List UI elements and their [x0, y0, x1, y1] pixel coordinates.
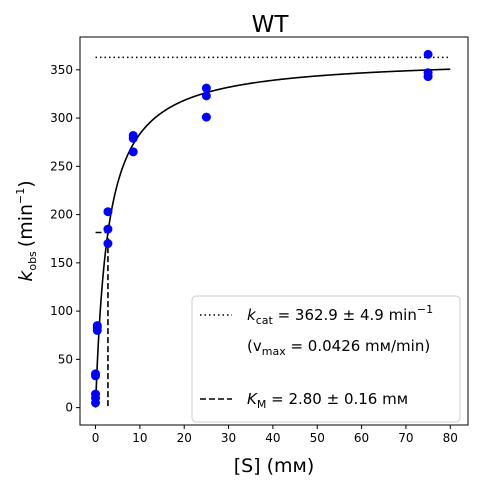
y-axis-label-unit: (min [15, 204, 37, 247]
y-tick-label: 250 [50, 159, 73, 173]
data-point [128, 147, 138, 157]
y-tick-label: 0 [65, 401, 73, 415]
data-point [423, 68, 433, 78]
x-tick-label: 80 [443, 431, 458, 445]
data-point [201, 112, 211, 122]
legend-km-text: = 2.80 ± 0.16 mм [266, 390, 408, 408]
legend-vmax-label: (vmax = 0.0426 mм/min) [247, 337, 430, 358]
legend: kcat = 362.9 ± 4.9 min−1 (vmax = 0.0426 … [191, 295, 461, 423]
data-point [103, 239, 113, 249]
data-point [201, 91, 211, 101]
legend-vmax-open: (v [247, 337, 262, 355]
fit-curve [94, 68, 451, 408]
data-point [92, 321, 102, 331]
x-axis-label: [S] (mм) [234, 455, 315, 477]
x-tick-label: 0 [92, 431, 100, 445]
fit-curve-group [94, 68, 451, 408]
data-point [91, 369, 101, 379]
x-tick-label: 50 [310, 431, 325, 445]
plot-area [79, 36, 469, 426]
legend-km-label: KM = 2.80 ± 0.16 mм [247, 390, 408, 411]
legend-box [191, 295, 461, 423]
x-tick-label: 20 [177, 431, 192, 445]
data-points [91, 49, 433, 408]
data-point [201, 83, 211, 93]
legend-kcat-symbol: k [247, 306, 257, 324]
legend-kcat-subscript: cat [256, 314, 274, 327]
legend-kcat-exponent: −1 [417, 303, 433, 316]
y-tick-label: 100 [50, 304, 73, 318]
axes: 0 10 20 30 40 50 60 70 80 0 50 100 150 200 250 300 350 [50, 63, 458, 445]
y-tick-label: 300 [50, 111, 73, 125]
plot-frame [79, 36, 469, 426]
y-axis-label: kobs (min−1) [14, 180, 39, 281]
legend-vmax-text: = 0.0426 mм/min) [286, 337, 430, 355]
data-point [128, 130, 138, 140]
x-tick-label: 60 [354, 431, 369, 445]
y-axis-label-subscript: obs [26, 251, 39, 271]
y-tick-label: 200 [50, 208, 73, 222]
x-tick-label: 10 [132, 431, 147, 445]
y-tick-label: 50 [58, 352, 73, 366]
y-tick-label: 150 [50, 256, 73, 270]
x-tick-label: 40 [265, 431, 280, 445]
legend-km-subscript: M [257, 398, 267, 411]
x-tick-label: 30 [221, 431, 236, 445]
y-axis-label-exponent: −1 [14, 188, 27, 204]
legend-kcat-text: = 362.9 ± 4.9 min [273, 306, 417, 324]
data-point [423, 49, 433, 59]
data-point [91, 389, 101, 399]
data-point [103, 207, 113, 217]
km-guide-line [95, 231, 109, 408]
y-axis-label-symbol: k [15, 270, 37, 282]
legend-km-symbol: K [247, 390, 258, 408]
x-tick-label: 70 [398, 431, 413, 445]
chart-title: WT [252, 12, 290, 38]
y-tick-label: 350 [50, 63, 73, 77]
data-point [103, 224, 113, 234]
y-axis-label-close: ) [15, 180, 37, 187]
legend-kcat-label: kcat = 362.9 ± 4.9 min−1 [247, 303, 433, 327]
legend-vmax-subscript: max [262, 345, 286, 358]
